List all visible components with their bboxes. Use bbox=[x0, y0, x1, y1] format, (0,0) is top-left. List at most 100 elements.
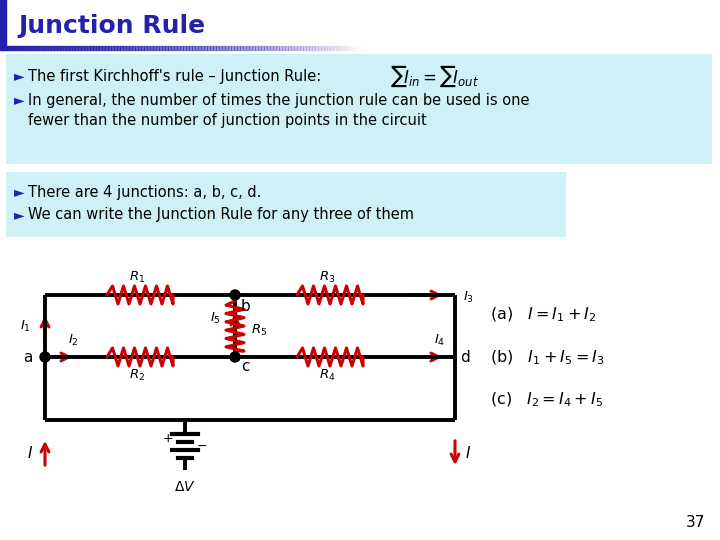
Bar bbox=[285, 46, 288, 50]
Bar bbox=[540, 46, 543, 50]
Bar bbox=[84, 46, 87, 50]
Text: fewer than the number of junction points in the circuit: fewer than the number of junction points… bbox=[28, 112, 427, 127]
Bar bbox=[6, 54, 712, 164]
Bar bbox=[63, 46, 66, 50]
Bar bbox=[129, 46, 132, 50]
Bar bbox=[429, 46, 432, 50]
Bar bbox=[120, 46, 123, 50]
Bar bbox=[477, 46, 480, 50]
Bar bbox=[12, 46, 15, 50]
Bar bbox=[342, 46, 345, 50]
Bar bbox=[228, 46, 231, 50]
Text: Junction Rule: Junction Rule bbox=[18, 14, 205, 38]
Bar bbox=[207, 46, 210, 50]
Bar bbox=[570, 46, 573, 50]
Bar bbox=[216, 46, 219, 50]
Bar bbox=[408, 46, 411, 50]
Bar bbox=[447, 46, 450, 50]
Bar bbox=[0, 0, 720, 48]
Text: $R_3$: $R_3$ bbox=[319, 269, 336, 285]
Bar bbox=[588, 46, 591, 50]
Text: $I$: $I$ bbox=[465, 445, 471, 461]
Bar bbox=[156, 46, 159, 50]
Bar bbox=[417, 46, 420, 50]
Bar bbox=[585, 46, 588, 50]
Text: (a)   $I = I_1 + I_2$: (a) $I = I_1 + I_2$ bbox=[490, 306, 597, 324]
Bar bbox=[258, 46, 261, 50]
Bar bbox=[381, 46, 384, 50]
Bar bbox=[222, 46, 225, 50]
Bar bbox=[243, 46, 246, 50]
Bar bbox=[318, 46, 321, 50]
Bar bbox=[252, 46, 255, 50]
Text: $R_5$: $R_5$ bbox=[251, 322, 267, 338]
Bar bbox=[273, 46, 276, 50]
Bar bbox=[336, 46, 339, 50]
Bar bbox=[291, 46, 294, 50]
Bar bbox=[369, 46, 372, 50]
Bar bbox=[225, 46, 228, 50]
Bar bbox=[276, 46, 279, 50]
Bar bbox=[432, 46, 435, 50]
Bar bbox=[354, 46, 357, 50]
Bar bbox=[48, 46, 51, 50]
Bar bbox=[204, 46, 207, 50]
Bar bbox=[138, 46, 141, 50]
Bar bbox=[483, 46, 486, 50]
Bar bbox=[33, 46, 36, 50]
Bar bbox=[495, 46, 498, 50]
Bar bbox=[501, 46, 504, 50]
Bar bbox=[99, 46, 102, 50]
Bar bbox=[564, 46, 567, 50]
Text: $R_1$: $R_1$ bbox=[129, 269, 145, 285]
Bar bbox=[123, 46, 126, 50]
Text: ►: ► bbox=[14, 69, 24, 83]
Bar bbox=[519, 46, 522, 50]
Bar bbox=[402, 46, 405, 50]
Bar bbox=[360, 46, 363, 50]
Bar bbox=[0, 0, 6, 48]
Text: −: − bbox=[197, 440, 207, 453]
Bar bbox=[69, 46, 72, 50]
Bar bbox=[435, 46, 438, 50]
Text: $\sum\!I_{in}=\sum\!I_{out}$: $\sum\!I_{in}=\sum\!I_{out}$ bbox=[390, 63, 479, 89]
Text: $I_5$: $I_5$ bbox=[210, 310, 221, 326]
Bar bbox=[561, 46, 564, 50]
Bar bbox=[3, 46, 6, 50]
Bar bbox=[414, 46, 417, 50]
Bar bbox=[468, 46, 471, 50]
Bar bbox=[372, 46, 375, 50]
Text: The first Kirchhoff's rule – Junction Rule:: The first Kirchhoff's rule – Junction Ru… bbox=[28, 69, 321, 84]
Bar bbox=[198, 46, 201, 50]
Text: $\Delta V$: $\Delta V$ bbox=[174, 480, 196, 494]
Text: ►: ► bbox=[14, 93, 24, 107]
Bar bbox=[6, 46, 9, 50]
Bar bbox=[183, 46, 186, 50]
Bar bbox=[102, 46, 105, 50]
Bar bbox=[189, 46, 192, 50]
Bar bbox=[474, 46, 477, 50]
Bar bbox=[345, 46, 348, 50]
Circle shape bbox=[230, 290, 240, 300]
Bar bbox=[297, 46, 300, 50]
Bar bbox=[39, 46, 42, 50]
Bar bbox=[534, 46, 537, 50]
Bar bbox=[522, 46, 525, 50]
Bar bbox=[162, 46, 165, 50]
Bar bbox=[234, 46, 237, 50]
Bar bbox=[75, 46, 78, 50]
Bar bbox=[96, 46, 99, 50]
Bar bbox=[528, 46, 531, 50]
Bar bbox=[87, 46, 90, 50]
Bar bbox=[333, 46, 336, 50]
Bar bbox=[66, 46, 69, 50]
Bar bbox=[135, 46, 138, 50]
Bar bbox=[168, 46, 171, 50]
Bar bbox=[378, 46, 381, 50]
Bar bbox=[159, 46, 162, 50]
Bar bbox=[516, 46, 519, 50]
Bar bbox=[264, 46, 267, 50]
Bar bbox=[114, 46, 117, 50]
Text: c: c bbox=[241, 359, 250, 374]
Bar bbox=[153, 46, 156, 50]
